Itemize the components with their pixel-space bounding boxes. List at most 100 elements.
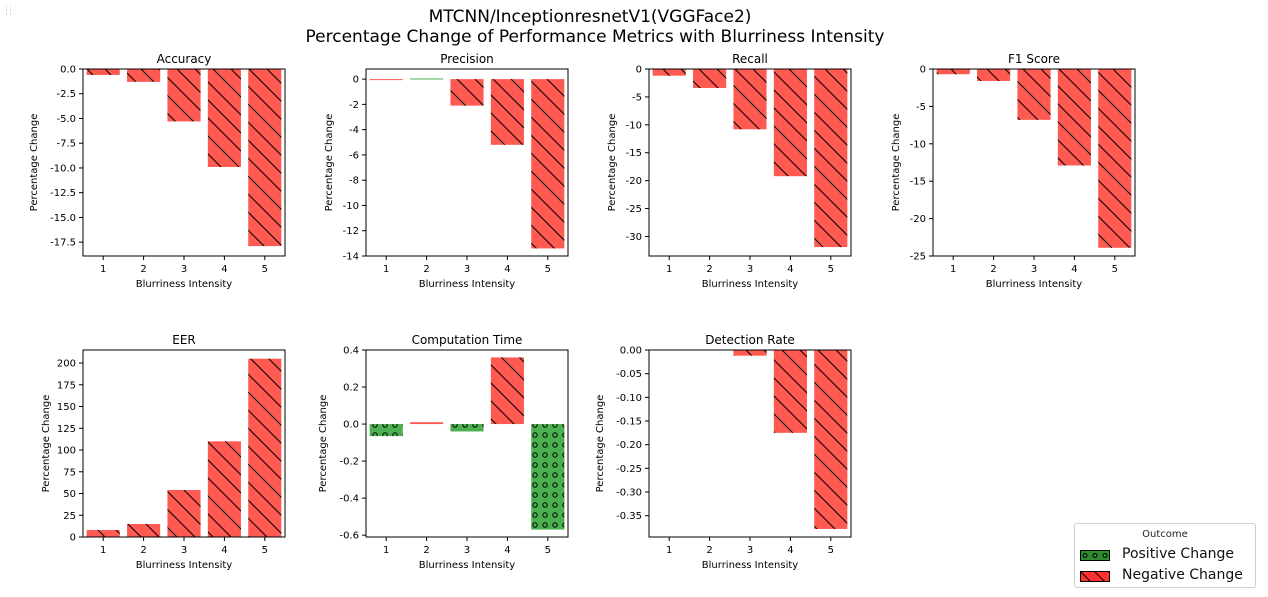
y-tick-label: 175 xyxy=(57,380,76,391)
y-tick-label: -6 xyxy=(349,150,359,161)
bar-2 xyxy=(127,523,161,537)
y-tick-label: -2 xyxy=(349,100,359,111)
legend-swatch-positive xyxy=(1080,550,1110,561)
x-tick-label: 2 xyxy=(990,264,996,275)
x-axis-label: Blurriness Intensity xyxy=(986,279,1082,290)
y-tick-label: -12.5 xyxy=(50,188,76,199)
x-axis-label: Blurriness Intensity xyxy=(136,560,232,571)
bar-4 xyxy=(1057,69,1091,166)
x-axis-label: Blurriness Intensity xyxy=(136,279,232,290)
y-axis-label: Percentage Change xyxy=(29,114,40,212)
y-tick-label: -20 xyxy=(626,176,642,187)
y-tick-label: -15 xyxy=(626,148,642,159)
y-tick-label: 0.4 xyxy=(343,346,359,357)
bar-1 xyxy=(936,69,970,75)
bar-5 xyxy=(814,69,848,248)
y-tick-label: -0.15 xyxy=(616,417,642,428)
x-tick-label: 4 xyxy=(787,545,793,556)
legend-label-positive: Positive Change xyxy=(1122,546,1235,562)
y-tick-label: -4 xyxy=(349,125,359,136)
drag-handle-icon[interactable]: :::: xyxy=(5,3,14,18)
x-axis-label: Blurriness Intensity xyxy=(419,279,515,290)
bar-4 xyxy=(207,441,241,537)
y-tick-label: -0.30 xyxy=(616,488,642,499)
figure-title-line1: MTCNN/InceptionresnetV1(VGGFace2) xyxy=(429,7,752,27)
x-tick-label: 1 xyxy=(666,545,672,556)
subplot-title: Accuracy xyxy=(157,52,212,66)
y-tick-label: 0.00 xyxy=(620,346,642,357)
bar-2 xyxy=(410,422,444,425)
legend-label-negative: Negative Change xyxy=(1122,567,1243,583)
y-tick-label: -7.5 xyxy=(56,139,76,150)
x-axis-label: Blurriness Intensity xyxy=(419,560,515,571)
y-tick-label: -0.2 xyxy=(339,457,359,468)
bar-1 xyxy=(652,69,686,76)
x-tick-label: 4 xyxy=(504,545,510,556)
y-tick-label: 0 xyxy=(353,75,359,86)
x-tick-label: 5 xyxy=(545,264,551,275)
y-tick-label: -0.10 xyxy=(616,393,642,404)
y-axis-label: Percentage Change xyxy=(324,114,335,212)
y-tick-label: -17.5 xyxy=(50,238,76,249)
bar-1 xyxy=(369,424,403,437)
bar-5 xyxy=(531,79,565,249)
bar-3 xyxy=(450,424,484,432)
y-tick-label: 150 xyxy=(57,402,76,413)
bar-4 xyxy=(490,357,524,425)
x-tick-label: 2 xyxy=(423,264,429,275)
y-tick-label: 75 xyxy=(63,467,76,478)
y-tick-label: 0 xyxy=(70,533,76,544)
x-tick-label: 3 xyxy=(181,545,187,556)
y-tick-label: -10 xyxy=(343,201,359,212)
y-tick-label: -10.0 xyxy=(50,163,76,174)
bar-2 xyxy=(410,78,444,80)
x-tick-label: 3 xyxy=(747,264,753,275)
y-tick-label: 50 xyxy=(63,489,76,500)
y-tick-label: -0.35 xyxy=(616,511,642,522)
subplot-title: Detection Rate xyxy=(705,333,795,347)
figure-title-line2: Percentage Change of Performance Metrics… xyxy=(306,27,885,47)
y-tick-label: -20 xyxy=(910,214,926,225)
y-tick-label: 0 xyxy=(636,65,642,76)
legend-swatch-negative xyxy=(1080,571,1110,582)
y-tick-label: -25 xyxy=(910,252,926,263)
bar-4 xyxy=(207,69,241,167)
y-tick-label: 125 xyxy=(57,424,76,435)
bar-5 xyxy=(1098,69,1132,248)
y-tick-label: -0.4 xyxy=(339,494,359,505)
x-tick-label: 5 xyxy=(545,545,551,556)
y-axis-label: Percentage Change xyxy=(41,395,52,493)
x-tick-label: 2 xyxy=(706,264,712,275)
y-tick-label: -0.6 xyxy=(339,531,359,542)
subplot-precision: 0 -2 -4 -6 -8 -10 -12 -14 1 2 3 4 5 Precision Blurrine… xyxy=(324,52,569,290)
subplot-title: Recall xyxy=(732,52,768,66)
bar-2 xyxy=(977,69,1011,81)
bar-4 xyxy=(490,79,524,145)
subplot-title: Computation Time xyxy=(412,333,523,347)
y-tick-label: 200 xyxy=(57,359,76,370)
x-tick-label: 5 xyxy=(262,264,268,275)
x-tick-label: 3 xyxy=(747,545,753,556)
x-tick-label: 4 xyxy=(221,264,227,275)
x-tick-label: 1 xyxy=(950,264,956,275)
subplot-title: Precision xyxy=(440,52,494,66)
y-tick-label: -8 xyxy=(349,176,359,187)
bar-2 xyxy=(693,69,727,88)
y-tick-label: -15 xyxy=(910,177,926,188)
x-tick-label: 1 xyxy=(100,264,106,275)
subplot-computation-time: 0.4 0.2 0.0 -0.2 -0.4 -0.6 1 2 3 4 5 Computation Ti… xyxy=(318,333,569,571)
x-tick-label: 2 xyxy=(706,545,712,556)
bar-3 xyxy=(167,69,201,122)
y-tick-label: -10 xyxy=(910,139,926,150)
y-tick-label: 0.0 xyxy=(60,65,76,76)
y-tick-label: -10 xyxy=(626,120,642,131)
x-tick-label: 4 xyxy=(787,264,793,275)
x-tick-label: 1 xyxy=(666,264,672,275)
bar-5 xyxy=(814,350,848,529)
bar-3 xyxy=(1017,69,1051,120)
subplot-eer: 0 25 50 75 100 125 150 175 200 1 2 3 4 5 EER Blurriness… xyxy=(41,333,286,571)
y-tick-label: -12 xyxy=(343,226,359,237)
y-tick-label: -5.0 xyxy=(56,114,76,125)
x-axis-label: Blurriness Intensity xyxy=(702,279,798,290)
x-tick-label: 3 xyxy=(464,545,470,556)
